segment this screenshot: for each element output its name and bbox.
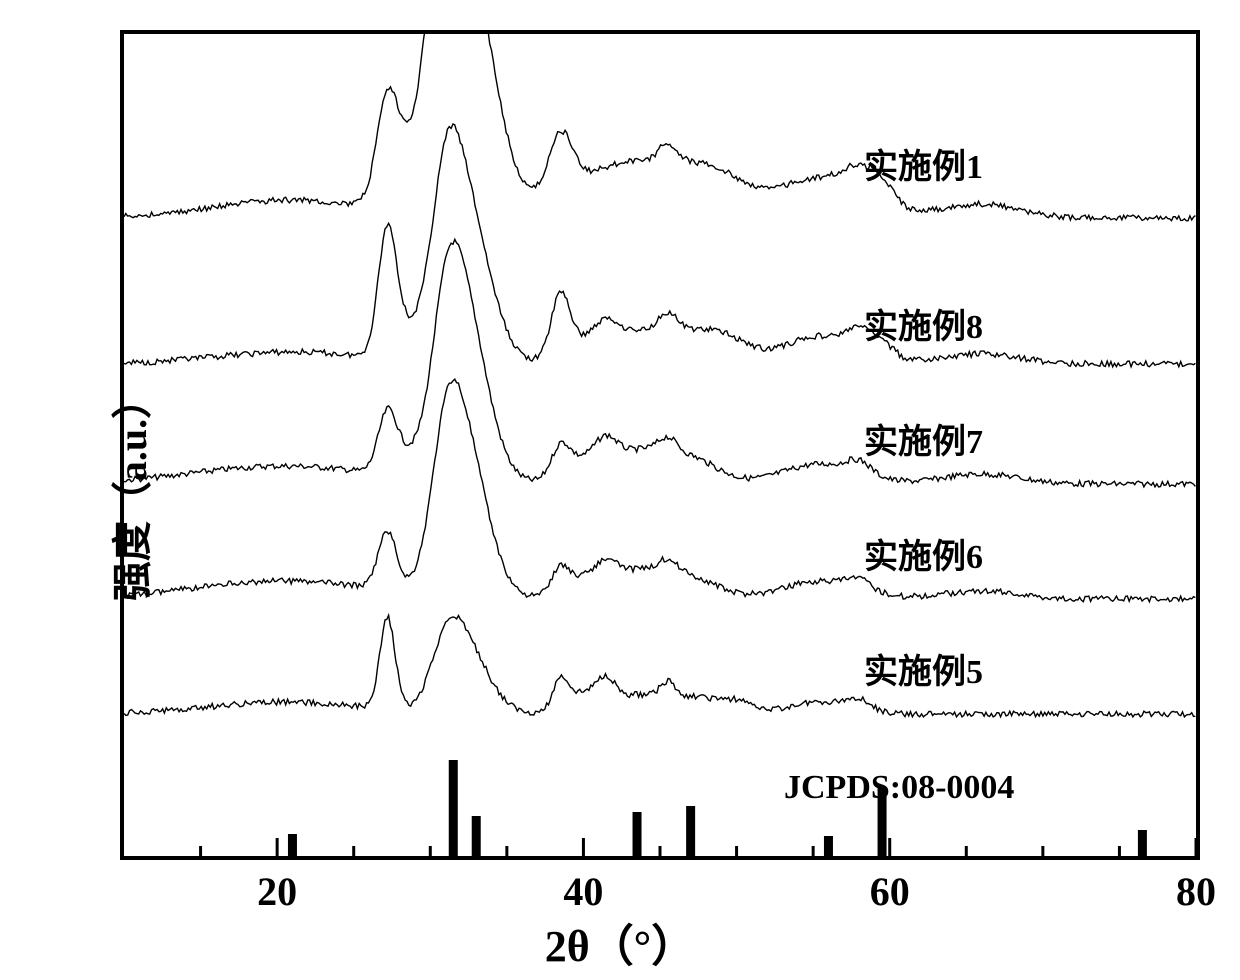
plot-box: 实施例1 实施例8 实施例7 实施例6 实施例5 JCPDS:08-0004	[120, 30, 1200, 860]
trace-label-ex5: 实施例5	[864, 644, 983, 693]
trace-label-ex7: 实施例7	[864, 414, 983, 463]
trace-ex6	[124, 379, 1195, 602]
reference-bar	[472, 816, 481, 856]
trace-label-ex1: 实施例1	[864, 139, 983, 188]
plot-svg	[124, 34, 1196, 856]
reference-bar	[1138, 830, 1147, 856]
trace-ex8	[124, 124, 1195, 367]
trace-ex5	[124, 615, 1195, 717]
reference-bar	[824, 836, 833, 856]
reference-bar	[686, 806, 695, 856]
reference-bar	[633, 812, 642, 856]
x-axis-label: 2θ（°）	[0, 910, 1240, 974]
reference-bar	[449, 760, 458, 856]
trace-ex7	[124, 239, 1195, 487]
x-tick-label: 80	[1176, 868, 1216, 915]
x-tick-label: 40	[563, 868, 603, 915]
xrd-figure: 强度（a.u.） 实施例1实施例8实施例7实施例6实施例5 JCPDS:08-0…	[0, 0, 1240, 980]
reference-bar	[288, 834, 297, 856]
x-tick-label: 60	[870, 868, 910, 915]
trace-ex1	[124, 34, 1195, 221]
x-tick-label: 20	[257, 868, 297, 915]
trace-label-ex6: 实施例6	[864, 529, 983, 578]
reference-label: JCPDS:08-0004	[784, 769, 1014, 807]
trace-label-ex8: 实施例8	[864, 299, 983, 348]
